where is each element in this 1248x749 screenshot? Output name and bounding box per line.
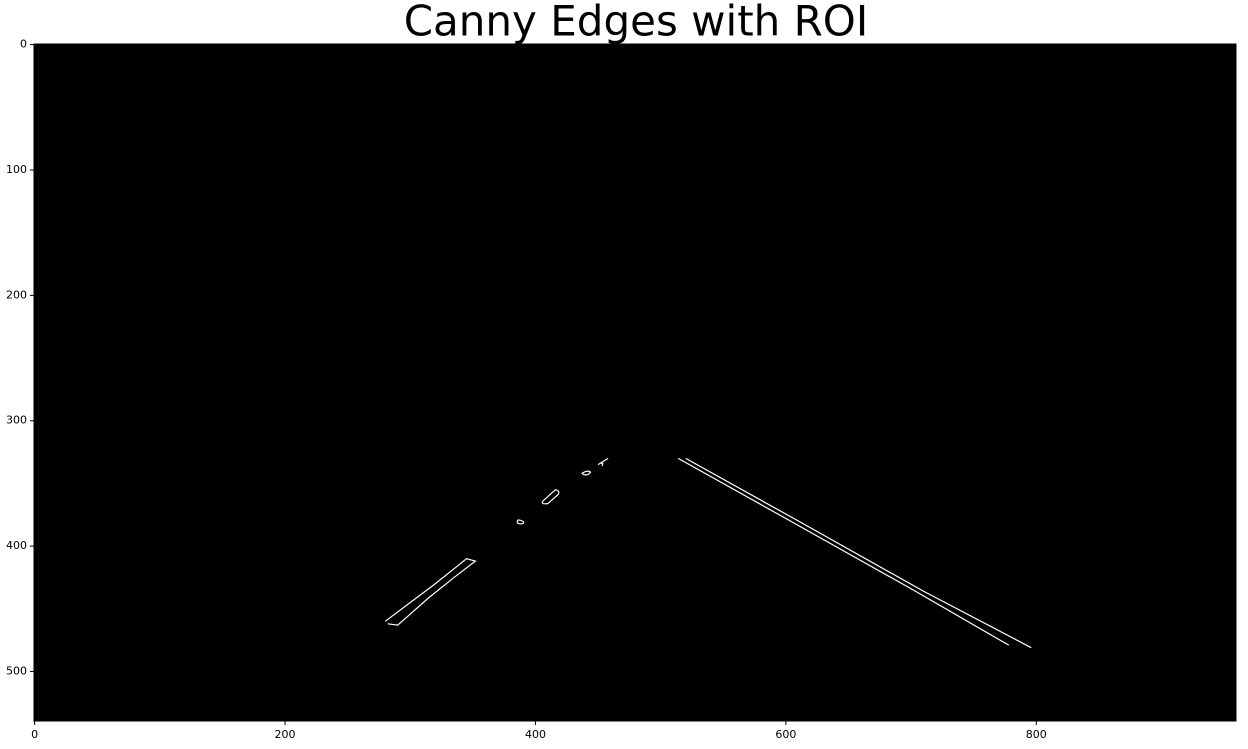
x-tick-label: 600	[775, 728, 796, 741]
y-tick-label: 400	[6, 539, 27, 552]
plot-area: 0 200 400 600 800 0 100 200 300 400 500	[6, 38, 1237, 741]
x-tick-label: 400	[525, 728, 546, 741]
y-tick-label: 200	[6, 288, 27, 301]
y-tick-label: 0	[20, 38, 27, 51]
y-tick-label: 500	[6, 664, 27, 677]
chart-title: Canny Edges with ROI	[404, 0, 869, 46]
x-tick-label: 800	[1026, 728, 1047, 741]
image	[34, 44, 1236, 721]
edge	[582, 471, 591, 475]
edge	[542, 490, 558, 504]
y-tick-label: 300	[6, 414, 27, 427]
edge	[678, 458, 1009, 645]
edge	[385, 559, 475, 625]
edge	[686, 458, 1032, 647]
x-tick-label: 0	[31, 728, 38, 741]
edge-layer	[385, 458, 1031, 647]
y-tick-label: 100	[6, 163, 27, 176]
x-tick-label: 200	[275, 728, 296, 741]
edge	[517, 520, 523, 524]
axes-frame	[33, 43, 1237, 722]
edge	[598, 458, 608, 466]
